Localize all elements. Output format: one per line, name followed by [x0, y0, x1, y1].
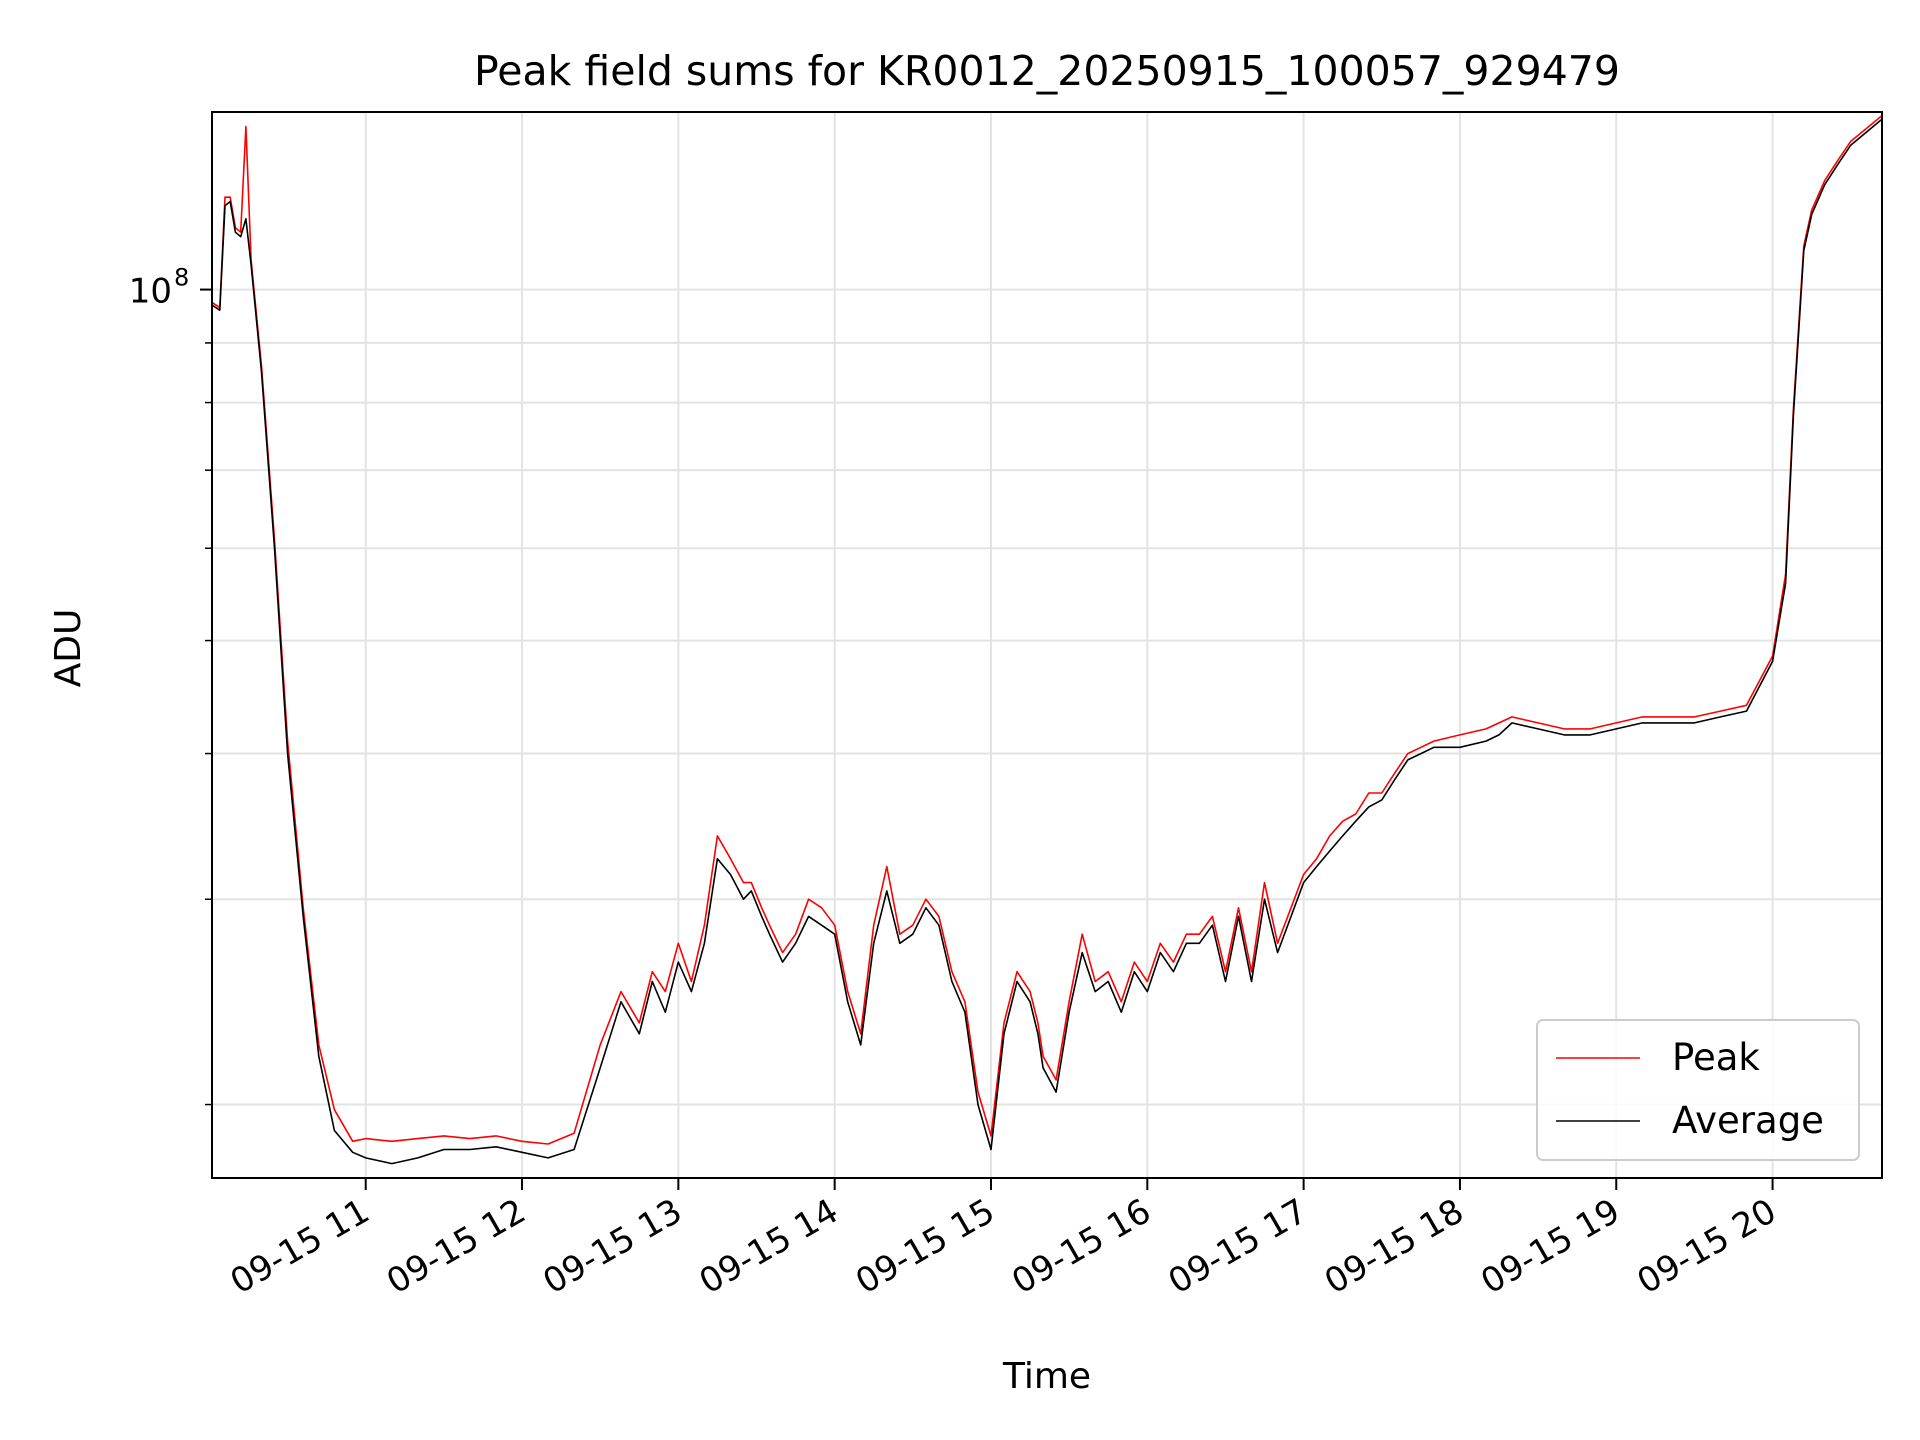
series-line-average: [212, 118, 1882, 1165]
chart-title: Peak field sums for KR0012_20250915_1000…: [474, 47, 1620, 95]
grid: [212, 112, 1882, 1178]
legend-label-peak: Peak: [1672, 1036, 1760, 1079]
legend: Peak Average: [1536, 1019, 1860, 1161]
y-axis-label: ADU: [48, 609, 89, 688]
plot-frame: [211, 111, 1883, 1179]
series-layer: [212, 114, 1882, 1165]
x-axis-label: Time: [1002, 1356, 1091, 1397]
y-tick-label-exponent: 8: [174, 264, 189, 292]
legend-box: [1536, 1019, 1860, 1161]
series-line-peak: [212, 114, 1882, 1145]
legend-label-average: Average: [1672, 1099, 1824, 1142]
y-tick-label: 10: [129, 272, 172, 312]
